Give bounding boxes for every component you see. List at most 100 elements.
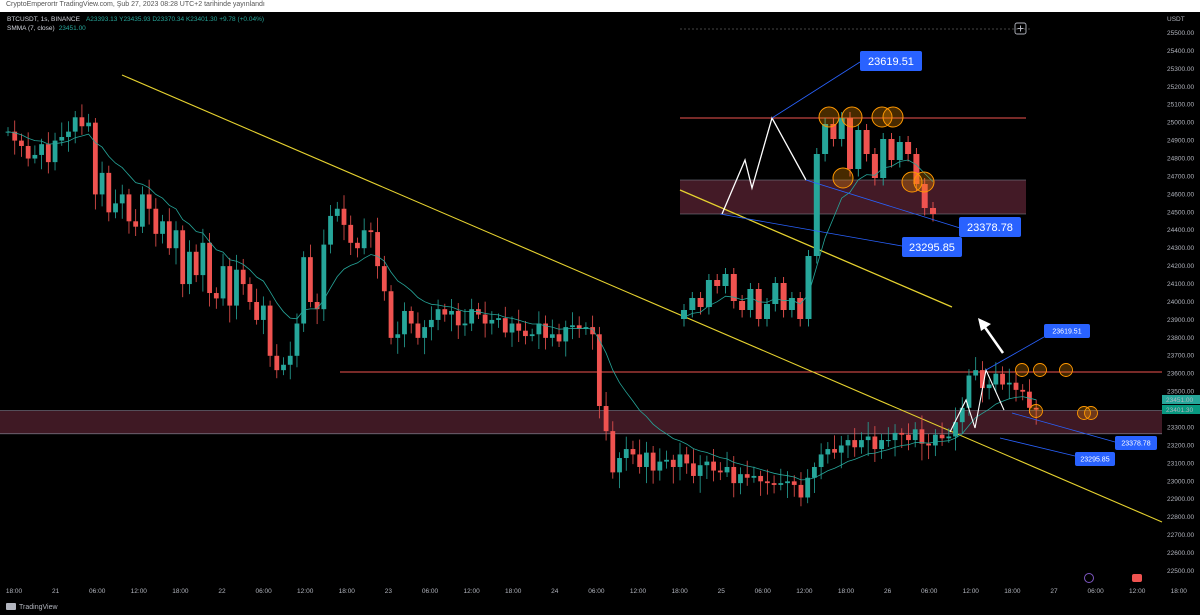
tradingview-logo-icon bbox=[6, 603, 16, 610]
price-tick-label: 23300.00 bbox=[1167, 424, 1194, 431]
highlight-circle bbox=[1015, 363, 1029, 377]
candle-body bbox=[274, 355, 280, 371]
inset-candle-body bbox=[788, 298, 795, 310]
inset-target-mid-label-box bbox=[959, 217, 1021, 237]
target-high-line bbox=[985, 336, 1045, 371]
price-tick-label: 23000.00 bbox=[1167, 478, 1194, 485]
candle-body bbox=[959, 407, 965, 423]
candle-body bbox=[556, 334, 562, 342]
candle-body bbox=[758, 475, 764, 482]
inset-zone bbox=[680, 180, 1026, 214]
candle-body bbox=[328, 215, 333, 245]
candle-body bbox=[166, 221, 172, 249]
candle-body bbox=[126, 194, 132, 222]
candle-body bbox=[805, 477, 811, 498]
candle-body bbox=[455, 310, 461, 326]
time-tick-label: 18:00 bbox=[838, 588, 855, 595]
candle-body bbox=[637, 454, 643, 467]
candle-body bbox=[966, 375, 972, 408]
time-tick-label: 12:00 bbox=[131, 588, 148, 595]
candle-body bbox=[771, 483, 777, 485]
candle-body bbox=[200, 242, 206, 276]
candle-body bbox=[180, 230, 186, 285]
inset-candle-body bbox=[689, 298, 696, 310]
candle-body bbox=[227, 266, 233, 306]
time-tick-label: 18:00 bbox=[1004, 588, 1021, 595]
time-tick-label: 18:00 bbox=[505, 588, 522, 595]
candle-body bbox=[1006, 382, 1012, 385]
price-tick-label: 24700.00 bbox=[1167, 173, 1194, 180]
publish-info: CryptoEmperortr TradingView.com, Şub 27,… bbox=[6, 1, 265, 8]
candle-body bbox=[99, 172, 105, 195]
last-price-badge-box bbox=[1162, 405, 1200, 414]
candle-body bbox=[764, 481, 770, 484]
price-tick-label: 23800.00 bbox=[1167, 335, 1194, 342]
price-tick-label: 25300.00 bbox=[1167, 66, 1194, 73]
price-tick-label: 22800.00 bbox=[1167, 514, 1194, 521]
sma-price-badge-box bbox=[1162, 395, 1200, 404]
time-tick-label: 12:00 bbox=[463, 588, 480, 595]
candle-body bbox=[220, 266, 226, 299]
inset-candle-body bbox=[880, 139, 887, 178]
candle-body bbox=[308, 257, 313, 302]
brand-name: TradingView bbox=[19, 604, 58, 611]
price-tick-label: 22900.00 bbox=[1167, 496, 1194, 503]
candle-body bbox=[395, 334, 401, 338]
plus-icon bbox=[1014, 22, 1027, 35]
candle-body bbox=[402, 310, 407, 335]
candle-body bbox=[724, 466, 730, 473]
candle-body bbox=[247, 284, 253, 302]
inset-candle-body bbox=[921, 184, 928, 208]
candle-body bbox=[872, 436, 878, 450]
inset-target-high-label: 23619.51 bbox=[868, 56, 914, 68]
price-tick-label: 23100.00 bbox=[1167, 460, 1194, 467]
candle-body bbox=[25, 145, 31, 159]
candle-body bbox=[106, 172, 112, 213]
candle-body bbox=[691, 463, 696, 476]
candle-body bbox=[72, 117, 78, 132]
candle-body bbox=[623, 449, 629, 459]
inset-candle-body bbox=[855, 130, 862, 169]
candle-body bbox=[146, 194, 152, 209]
inset-candle-body bbox=[755, 289, 762, 319]
candle-body bbox=[119, 194, 125, 204]
sma-price-badge: 23451.00 bbox=[1166, 397, 1193, 404]
candle-body bbox=[348, 224, 354, 243]
highlight-circle bbox=[1059, 363, 1073, 377]
target-mid-label-box bbox=[1115, 436, 1157, 450]
candle-body bbox=[644, 452, 649, 467]
inset-candle-body bbox=[722, 274, 729, 286]
price-tick-label: 24600.00 bbox=[1167, 191, 1194, 198]
legend-sma-name[interactable]: SMMA (7, close) bbox=[7, 25, 55, 32]
price-tick-label: 23700.00 bbox=[1167, 353, 1194, 360]
time-tick-label: 23 bbox=[385, 588, 393, 595]
target-mid-line bbox=[1011, 412, 1116, 443]
candle-body bbox=[234, 269, 239, 306]
target-high-label-box bbox=[1044, 324, 1090, 338]
time-tick-label: 18:00 bbox=[339, 588, 356, 595]
inset-high-line bbox=[771, 61, 861, 119]
inset-target-high-label-box bbox=[860, 51, 922, 71]
zoom-inset bbox=[679, 22, 1030, 327]
candle-body bbox=[79, 117, 85, 127]
inset-candle-body bbox=[813, 154, 820, 256]
candle-body bbox=[442, 309, 448, 315]
currency-label: USDT bbox=[1167, 16, 1185, 23]
candle-body bbox=[912, 429, 918, 441]
legend-symbol[interactable]: BTCUSDT, 1s, BINANCE bbox=[7, 16, 80, 23]
inset-candle-body bbox=[905, 142, 912, 154]
candle-body bbox=[590, 327, 596, 335]
inset-candle-body bbox=[772, 283, 779, 304]
candle-body bbox=[704, 461, 710, 466]
candle-body bbox=[832, 449, 837, 453]
price-axis[interactable]: USDT bbox=[1162, 12, 1200, 602]
inset-highlight-circle bbox=[901, 171, 923, 193]
candle-body bbox=[576, 325, 582, 329]
candle-body bbox=[368, 230, 374, 233]
candle-body bbox=[650, 452, 656, 471]
candle-body bbox=[596, 334, 602, 407]
projection-path bbox=[949, 368, 1005, 433]
candle-body bbox=[59, 137, 65, 141]
price-tick-label: 25100.00 bbox=[1167, 102, 1194, 109]
